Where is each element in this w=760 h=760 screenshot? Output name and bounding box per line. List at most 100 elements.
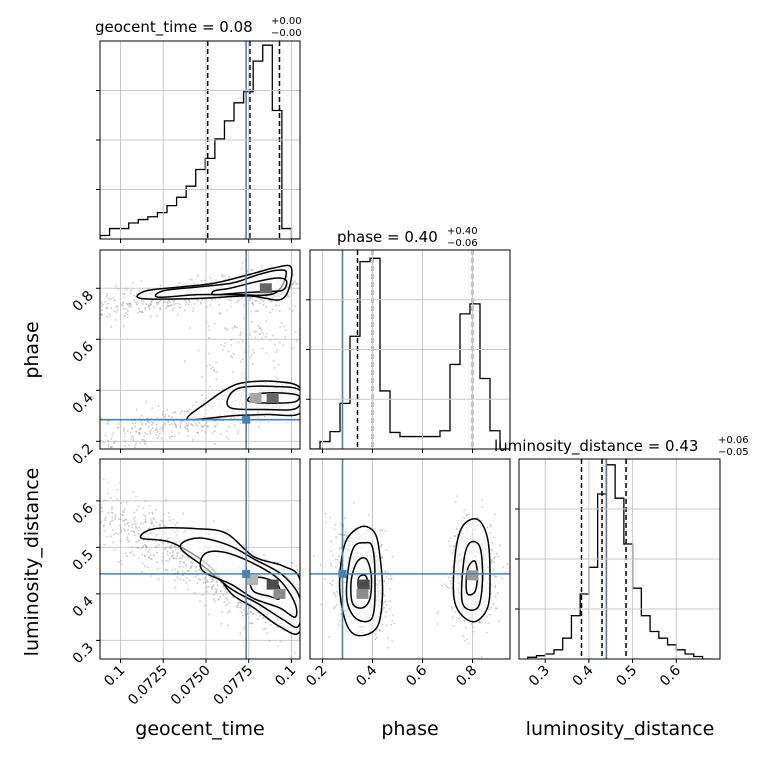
panel-geocent_time-luminosity_distance-ytick-label: 0.6 — [70, 500, 97, 527]
sample-point — [102, 524, 105, 527]
sample-point — [481, 498, 484, 501]
sample-point — [192, 307, 195, 310]
sample-point — [252, 613, 255, 616]
sample-point — [162, 552, 165, 555]
sample-point — [119, 524, 122, 527]
sample-point — [265, 352, 268, 355]
sample-point — [149, 517, 152, 520]
sample-point — [190, 565, 193, 568]
sample-point — [294, 330, 297, 333]
sample-point — [331, 579, 334, 582]
sample-point — [338, 532, 341, 535]
sample-point — [381, 556, 384, 559]
sample-point — [135, 430, 138, 433]
hist-luminosity_distance-xtick-label: 0.3 — [526, 663, 553, 690]
sample-point — [107, 439, 110, 442]
sample-point — [241, 611, 244, 614]
sample-point — [116, 426, 119, 429]
sample-point — [210, 367, 213, 370]
sample-point — [199, 578, 202, 581]
sample-point — [88, 322, 90, 324]
sample-point — [226, 309, 229, 312]
sample-point — [213, 368, 216, 371]
sample-point — [180, 550, 183, 553]
sample-point — [249, 333, 252, 336]
sample-point — [97, 304, 99, 306]
sample-point — [109, 522, 112, 525]
sample-point — [116, 498, 119, 501]
sample-point — [181, 566, 184, 569]
sample-point — [187, 434, 190, 437]
sample-point — [161, 559, 164, 562]
sample-point — [277, 363, 280, 366]
sample-point — [253, 330, 256, 333]
sample-point — [226, 624, 229, 627]
sample-point — [168, 547, 171, 550]
sample-point — [251, 348, 254, 351]
sample-point — [178, 565, 181, 568]
sample-point — [338, 619, 341, 622]
sample-point — [206, 425, 209, 428]
sample-point — [118, 560, 121, 563]
sample-point — [470, 623, 473, 626]
sample-point — [209, 276, 212, 279]
sample-point — [221, 387, 224, 390]
sample-point — [202, 425, 205, 428]
sample-point — [174, 548, 177, 551]
panel-geocent_time-phase-ytick-label: 0.8 — [70, 288, 97, 315]
sample-point — [173, 422, 176, 425]
title-phase-sub: −0.06 — [447, 238, 478, 249]
sample-point — [229, 609, 232, 612]
sample-point — [382, 608, 385, 611]
sample-point — [250, 321, 253, 324]
sample-point — [385, 576, 388, 579]
sample-point — [101, 309, 104, 312]
sample-point — [202, 581, 205, 584]
sample-point — [122, 302, 125, 305]
sample-point — [115, 306, 118, 309]
sample-point — [123, 292, 126, 295]
hist-frame-phase — [309, 249, 511, 450]
sample-point — [187, 429, 190, 432]
sample-point — [207, 613, 210, 616]
sample-point — [230, 298, 233, 301]
sample-point — [130, 437, 133, 440]
hist-luminosity_distance-xtick-label: 0.5 — [613, 663, 640, 690]
sample-point — [453, 545, 456, 548]
sample-point — [172, 549, 175, 552]
sample-point — [130, 550, 133, 553]
sample-point — [93, 308, 95, 310]
sample-point — [185, 301, 188, 304]
sample-point — [485, 631, 488, 634]
sample-point — [283, 325, 286, 328]
sample-point — [248, 296, 251, 299]
sample-point — [149, 558, 152, 561]
sample-point — [186, 569, 189, 572]
sample-point — [122, 511, 125, 514]
sample-point — [301, 392, 303, 394]
sample-point — [161, 426, 164, 429]
panel-frame-geocent_time-phase — [99, 249, 301, 450]
sample-point — [261, 347, 264, 350]
sample-point — [168, 515, 171, 518]
sample-point — [196, 431, 199, 434]
sample-point — [131, 546, 134, 549]
sample-point — [164, 568, 167, 571]
sample-point — [167, 420, 170, 423]
sample-point — [112, 441, 115, 444]
sample-point — [208, 385, 211, 388]
sample-point — [138, 307, 141, 310]
sample-point — [216, 580, 219, 583]
sample-point — [242, 544, 245, 547]
sample-point — [264, 621, 267, 624]
sample-point — [232, 353, 235, 356]
sample-point — [454, 535, 457, 538]
sample-point — [206, 579, 209, 582]
sample-point — [170, 435, 173, 438]
sample-point — [161, 556, 164, 559]
sample-point — [268, 640, 271, 643]
sample-point — [149, 431, 152, 434]
sample-point — [389, 574, 392, 577]
title-luminosity-distance-sup: +0.06 — [718, 435, 749, 446]
